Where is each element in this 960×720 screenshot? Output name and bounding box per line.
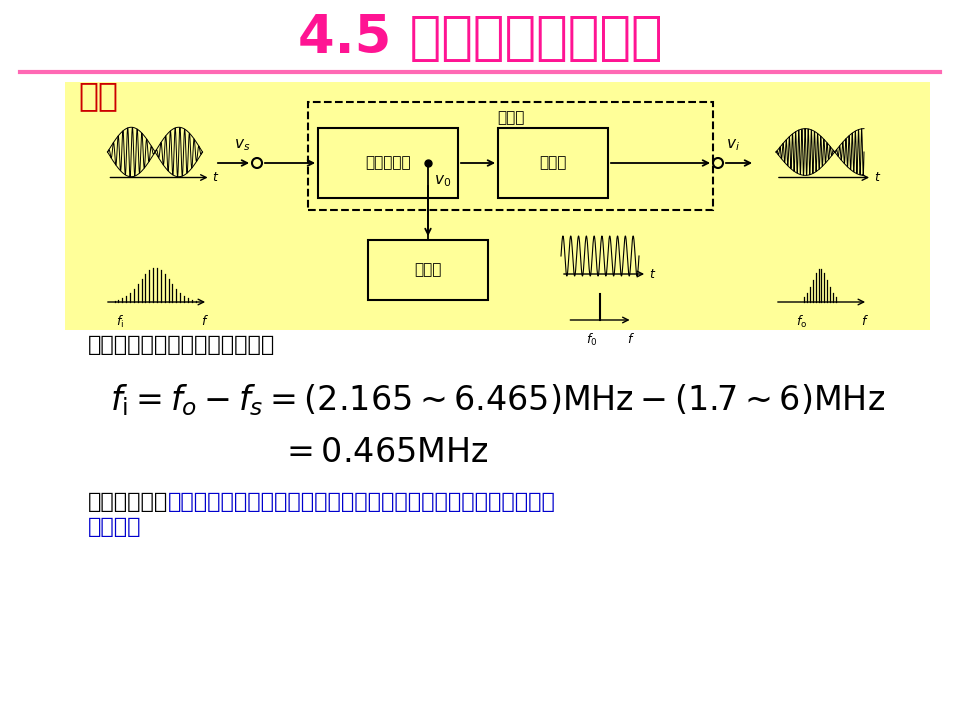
- Text: $t$: $t$: [874, 171, 881, 184]
- Text: 混频的结果：: 混频的结果：: [88, 492, 168, 512]
- Text: $f$: $f$: [627, 332, 635, 346]
- Bar: [308, 102, 713, 210]
- Bar: [65, 82, 930, 330]
- Text: $v_i$: $v_i$: [726, 138, 740, 153]
- Text: 经过混频器变频后，输出频率为: 经过混频器变频后，输出频率为: [88, 335, 276, 355]
- Text: $t$: $t$: [649, 268, 657, 281]
- Text: $f_{\mathrm{o}}$: $f_{\mathrm{o}}$: [797, 314, 807, 330]
- Text: $v_s$: $v_s$: [234, 138, 251, 153]
- Text: 较高的不同的载波频率变为固定的较低的载波频率，而振幅包络形: 较高的不同的载波频率变为固定的较低的载波频率，而振幅包络形: [168, 492, 556, 512]
- Text: 非线性器件: 非线性器件: [365, 156, 411, 171]
- Text: $t$: $t$: [212, 171, 220, 184]
- Text: $v_0$: $v_0$: [434, 173, 451, 189]
- Text: $f$: $f$: [861, 314, 869, 328]
- Bar: [498, 128, 608, 198]
- Text: 状不变。: 状不变。: [88, 517, 141, 537]
- Text: 举例: 举例: [78, 79, 118, 112]
- Bar: [318, 128, 458, 198]
- Text: 4.5 变频器的工作原理: 4.5 变频器的工作原理: [298, 12, 662, 64]
- Text: $f_{0}$: $f_{0}$: [587, 332, 598, 348]
- Bar: [368, 240, 488, 300]
- Text: 滤波器: 滤波器: [540, 156, 566, 171]
- Text: $f$: $f$: [201, 314, 209, 328]
- Text: $f_{\mathrm{i}} = f_{o} - f_{s} = (2.165{\sim}6.465)\mathrm{MHz} - (1.7{\sim}6)\: $f_{\mathrm{i}} = f_{o} - f_{s} = (2.165…: [110, 382, 885, 418]
- Text: 混频器: 混频器: [497, 110, 524, 125]
- Text: 振荡器: 振荡器: [415, 263, 442, 277]
- Text: $f_{\mathrm{i}}$: $f_{\mathrm{i}}$: [116, 314, 124, 330]
- Text: $= 0.465\mathrm{MHz}$: $= 0.465\mathrm{MHz}$: [280, 436, 489, 469]
